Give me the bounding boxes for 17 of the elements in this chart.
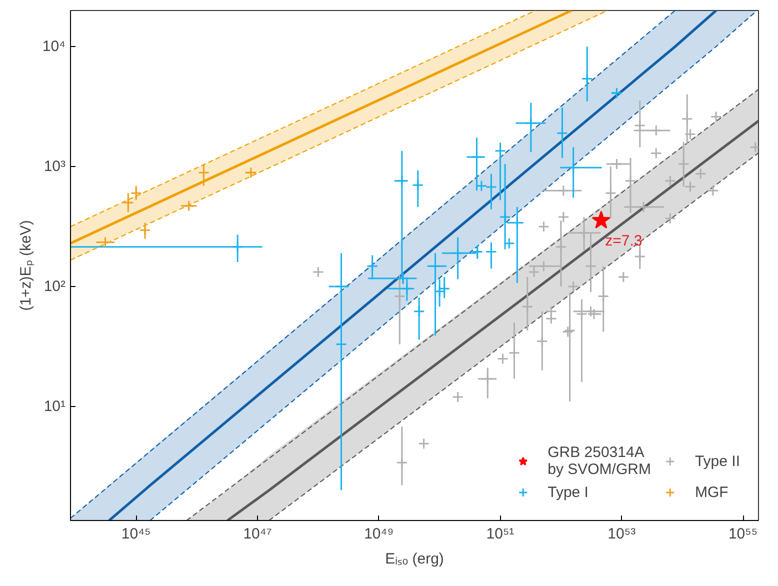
x-tick-label: 10⁵³: [608, 526, 636, 542]
y-axis-title: (1+z)Eₚ (keV): [17, 220, 34, 311]
legend-label: MGF: [694, 484, 728, 500]
x-tick-label: 10⁵¹: [486, 526, 514, 542]
x-tick-label: 10⁴⁹: [364, 526, 394, 542]
legend-label: Type II: [694, 452, 740, 470]
y-tick-label: 10²: [44, 278, 66, 296]
x-tick-label: 10⁵⁵: [728, 526, 758, 542]
legend-label: GRB 250314A by SVOM/GRM: [548, 444, 651, 478]
x-axis-title: Eᵢₛₒ (erg): [385, 550, 444, 568]
legend-label: Type I: [548, 484, 588, 500]
x-tick-label: 10⁴⁷: [243, 526, 272, 542]
y-tick-label: 10³: [44, 158, 66, 176]
x-tick-label: 10⁴⁵: [121, 526, 151, 542]
y-tick-label: 10⁴: [42, 38, 66, 56]
annotation: z=7.3: [605, 232, 642, 250]
y-tick-label: 10¹: [44, 398, 66, 415]
